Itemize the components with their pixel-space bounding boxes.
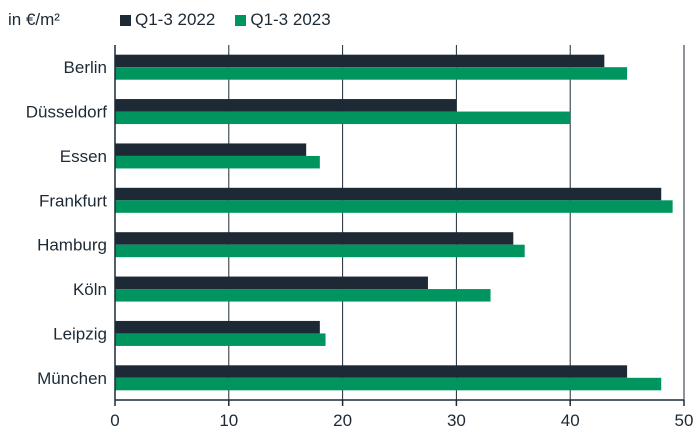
- bar-köln-2022: [115, 276, 428, 290]
- category-label: Hamburg: [37, 236, 107, 255]
- bar-frankfurt-2023: [115, 200, 673, 213]
- bar-essen-2023: [115, 155, 320, 169]
- legend-label-2023: Q1-3 2023: [250, 10, 331, 29]
- bar-düsseldorf-2022: [115, 99, 457, 112]
- bar-münchen-2022: [115, 365, 628, 378]
- x-tick-label: 0: [110, 411, 119, 430]
- bar-berlin-2022: [115, 54, 605, 68]
- category-label: Düsseldorf: [26, 103, 108, 122]
- unit-label: in €/m²: [8, 10, 60, 29]
- category-label: Köln: [73, 280, 107, 299]
- bar-leipzig-2023: [115, 333, 326, 346]
- bar-leipzig-2022: [115, 320, 320, 334]
- category-label: Berlin: [64, 58, 107, 77]
- bar-hamburg-2023: [115, 244, 525, 258]
- bar-köln-2023: [115, 289, 491, 302]
- x-tick-label: 40: [561, 411, 580, 430]
- bar-frankfurt-2022: [115, 187, 662, 201]
- legend-item-2022: Q1-3 2022: [120, 10, 215, 30]
- bar-berlin-2023: [115, 67, 628, 80]
- bar-essen-2022: [115, 143, 307, 156]
- category-label: Frankfurt: [39, 191, 107, 210]
- x-tick-label: 10: [219, 411, 238, 430]
- category-label: Essen: [60, 147, 107, 166]
- category-label: Leipzig: [53, 324, 107, 343]
- bar-münchen-2023: [115, 377, 662, 391]
- x-tick-label: 50: [675, 411, 694, 430]
- legend-swatch-2023: [235, 14, 247, 26]
- legend-label-2022: Q1-3 2022: [135, 10, 216, 29]
- x-tick-label: 20: [333, 411, 352, 430]
- x-tick-label: 30: [447, 411, 466, 430]
- category-label: München: [37, 369, 107, 388]
- bar-hamburg-2022: [115, 232, 514, 245]
- legend: Q1-3 2022 Q1-3 2023: [120, 10, 331, 30]
- legend-item-2023: Q1-3 2023: [235, 10, 331, 30]
- legend-swatch-2022: [120, 14, 131, 26]
- bar-düsseldorf-2023: [115, 111, 571, 125]
